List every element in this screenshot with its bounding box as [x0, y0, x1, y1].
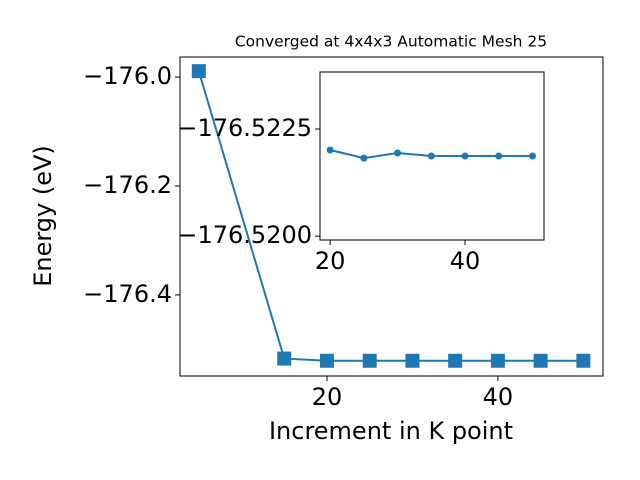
- marker: [326, 146, 334, 154]
- marker: [405, 353, 420, 368]
- y-tick-label: −176.4: [83, 280, 172, 308]
- x-tick-label: 20: [315, 247, 346, 275]
- y-tick-label: −176.0: [83, 62, 172, 90]
- axes-frame: [179, 56, 604, 377]
- marker: [448, 353, 463, 368]
- marker: [394, 149, 402, 157]
- y-axis-label: Energy (eV): [29, 145, 57, 287]
- marker: [427, 152, 435, 160]
- marker: [461, 152, 469, 160]
- x-tick-label: 40: [450, 247, 481, 275]
- marker: [495, 152, 503, 160]
- marker: [191, 64, 206, 79]
- marker: [576, 353, 591, 368]
- chart-title: Converged at 4x4x3 Automatic Mesh 25: [235, 33, 547, 51]
- y-tick-label: −176.5200: [177, 221, 312, 249]
- marker: [362, 353, 377, 368]
- axes-frame: [319, 71, 545, 241]
- marker: [360, 154, 368, 162]
- x-tick-label: 20: [312, 383, 343, 411]
- marker: [529, 152, 537, 160]
- x-tick-label: 40: [483, 383, 514, 411]
- x-axis-label: Increment in K point: [269, 417, 513, 445]
- marker: [490, 353, 505, 368]
- marker: [319, 353, 334, 368]
- y-tick-label: −176.2: [83, 171, 172, 199]
- marker: [533, 353, 548, 368]
- y-tick-label: −176.5225: [177, 114, 312, 142]
- marker: [277, 351, 292, 366]
